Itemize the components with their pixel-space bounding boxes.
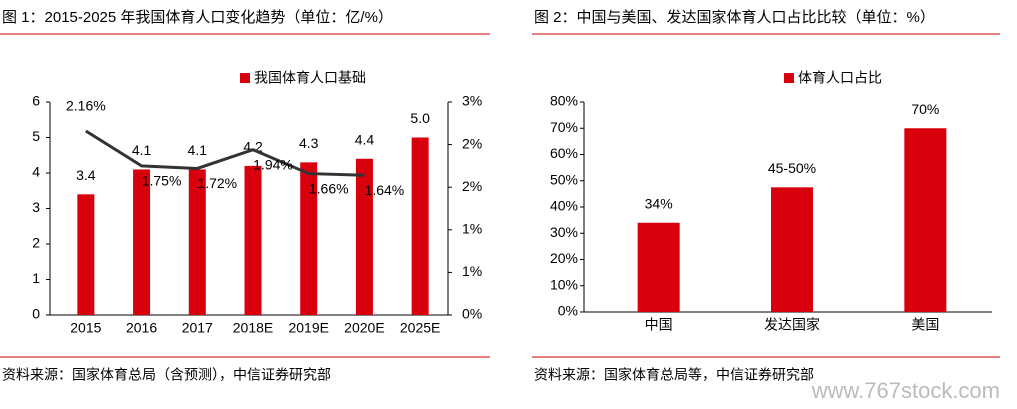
data-label: 1.66% xyxy=(309,180,349,196)
x-tick-label: 2019E xyxy=(288,320,328,336)
y-tick-label: 0% xyxy=(558,303,578,319)
bar xyxy=(244,165,262,315)
x-tick-label: 2018E xyxy=(233,320,273,336)
y-tick-label: 0 xyxy=(32,306,40,322)
x-tick-label: 2015 xyxy=(70,320,101,336)
data-label: 4.1 xyxy=(188,142,208,158)
legend-label: 我国体育人口基础 xyxy=(254,70,366,86)
chart-title: 图 2：中国与美国、发达国家体育人口占比比较（单位：%） xyxy=(534,8,935,26)
bar xyxy=(133,169,151,315)
y2-tick-label: 3% xyxy=(462,93,482,109)
source: 资料来源：国家体育总局（含预测），中信证券研究部 xyxy=(2,367,331,383)
data-label: 70% xyxy=(911,101,939,117)
y-tick-label: 30% xyxy=(550,224,578,240)
data-label: 3.4 xyxy=(76,167,96,183)
x-tick-label: 2020E xyxy=(344,320,384,336)
y-tick-label: 40% xyxy=(550,198,578,214)
bar xyxy=(411,137,429,315)
x-tick-label: 2017 xyxy=(182,320,213,336)
source: 资料来源：国家体育总局等，中信证券研究部 xyxy=(534,367,814,383)
x-tick-label: 中国 xyxy=(645,317,673,333)
y-tick-label: 2 xyxy=(32,235,40,251)
data-label: 4.3 xyxy=(299,135,319,151)
y-tick-label: 1 xyxy=(32,270,40,286)
bar xyxy=(300,162,318,315)
x-tick-label: 美国 xyxy=(911,317,939,333)
data-label: 5.0 xyxy=(410,110,430,126)
watermark: www.767stock.com xyxy=(811,378,1000,403)
y-tick-label: 50% xyxy=(550,171,578,187)
data-label: 45-50% xyxy=(768,160,816,176)
x-tick-label: 发达国家 xyxy=(764,317,820,333)
data-label: 1.64% xyxy=(365,182,405,198)
y-tick-label: 10% xyxy=(550,276,578,292)
y-tick-label: 6 xyxy=(32,93,40,109)
legend-swatch xyxy=(784,73,794,83)
y2-tick-label: 1% xyxy=(462,263,482,279)
y2-tick-label: 2% xyxy=(462,135,482,151)
y-tick-label: 80% xyxy=(550,93,578,109)
bar xyxy=(188,169,206,315)
y-tick-label: 70% xyxy=(550,119,578,135)
y-tick-label: 4 xyxy=(32,164,40,180)
y2-tick-label: 2% xyxy=(462,178,482,194)
bar xyxy=(771,187,813,312)
bar xyxy=(637,222,680,312)
data-label: 1.94% xyxy=(253,156,293,172)
data-label: 34% xyxy=(645,195,673,211)
data-label: 4.4 xyxy=(355,132,375,148)
data-label: 4.1 xyxy=(132,142,152,158)
bar xyxy=(904,128,947,312)
legend-label: 体育人口占比 xyxy=(798,70,882,86)
y2-tick-label: 0% xyxy=(462,306,482,322)
bar xyxy=(355,158,373,315)
data-label: 1.72% xyxy=(197,175,237,191)
y-tick-label: 60% xyxy=(550,145,578,161)
y-tick-label: 5 xyxy=(32,128,40,144)
data-label: 2.16% xyxy=(66,98,106,114)
y-tick-label: 20% xyxy=(550,250,578,266)
x-tick-label: 2016 xyxy=(126,320,157,336)
legend-swatch xyxy=(240,73,250,83)
x-tick-label: 2025E xyxy=(400,320,440,336)
bar xyxy=(77,194,95,315)
chart-title: 图 1：2015-2025 年我国体育人口变化趋势（单位：亿/%） xyxy=(2,9,393,26)
y-tick-label: 3 xyxy=(32,199,40,215)
line xyxy=(85,129,365,177)
y2-tick-label: 1% xyxy=(462,221,482,237)
data-label: 1.75% xyxy=(142,173,182,189)
